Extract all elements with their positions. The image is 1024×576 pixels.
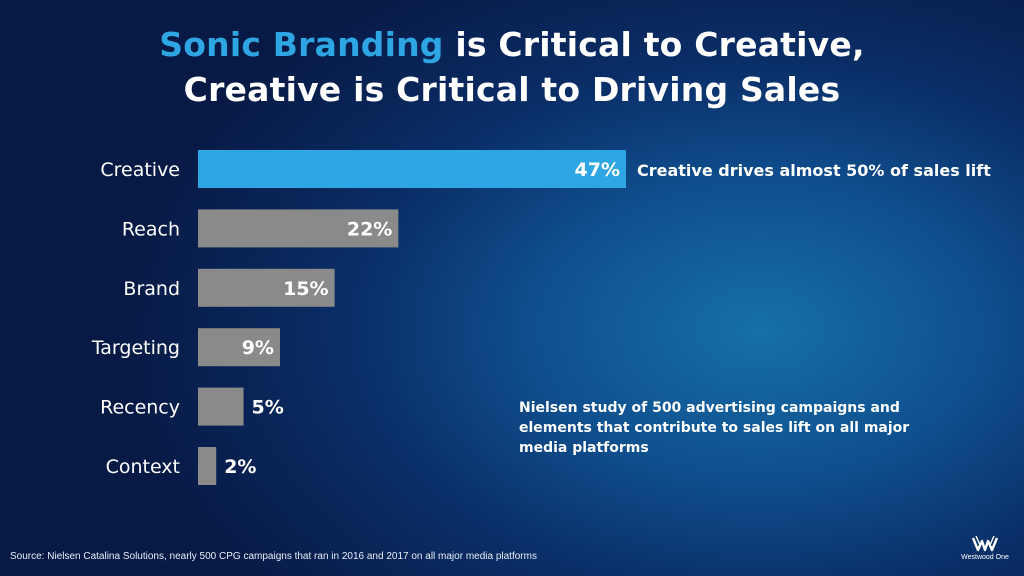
category-label-brand: Brand <box>123 278 180 300</box>
category-label-recency: Recency <box>100 397 180 419</box>
source-footnote: Source: Nielsen Catalina Solutions, near… <box>10 551 537 562</box>
category-label-targeting: Targeting <box>91 337 180 359</box>
value-label-brand: 15% <box>283 278 328 300</box>
value-label-recency: 5% <box>252 397 284 419</box>
value-label-targeting: 9% <box>242 337 274 359</box>
bar-reach <box>198 209 399 248</box>
title-line-1: Sonic Branding is Critical to Creative, <box>0 22 1024 67</box>
title-highlight: Sonic Branding <box>159 25 444 64</box>
bar-brand <box>198 268 335 307</box>
bar-creative <box>198 150 626 188</box>
bar-recency <box>198 387 244 426</box>
study-note: Nielsen study of 500 advertising campaig… <box>519 400 910 456</box>
westwood-one-logo: Westwood One <box>950 535 1020 562</box>
title-line-2: Creative is Critical to Driving Sales <box>183 70 841 109</box>
category-label-creative: Creative <box>100 159 180 181</box>
category-label-context: Context <box>106 456 180 478</box>
creative-annotation: Creative drives almost 50% of sales lift <box>637 161 991 180</box>
bar-targeting <box>198 328 280 367</box>
category-label-reach: Reach <box>122 218 180 240</box>
logo-text: Westwood One <box>961 554 1009 561</box>
title-line-1-rest: is Critical to Creative, <box>443 25 865 64</box>
value-label-creative: 47% <box>575 159 620 181</box>
page-title: Sonic Branding is Critical to Creative, … <box>0 22 1024 112</box>
value-label-context: 2% <box>224 456 256 478</box>
bar-context <box>198 447 217 485</box>
westwood-one-logo-icon <box>971 535 999 552</box>
value-label-reach: 22% <box>347 218 392 240</box>
